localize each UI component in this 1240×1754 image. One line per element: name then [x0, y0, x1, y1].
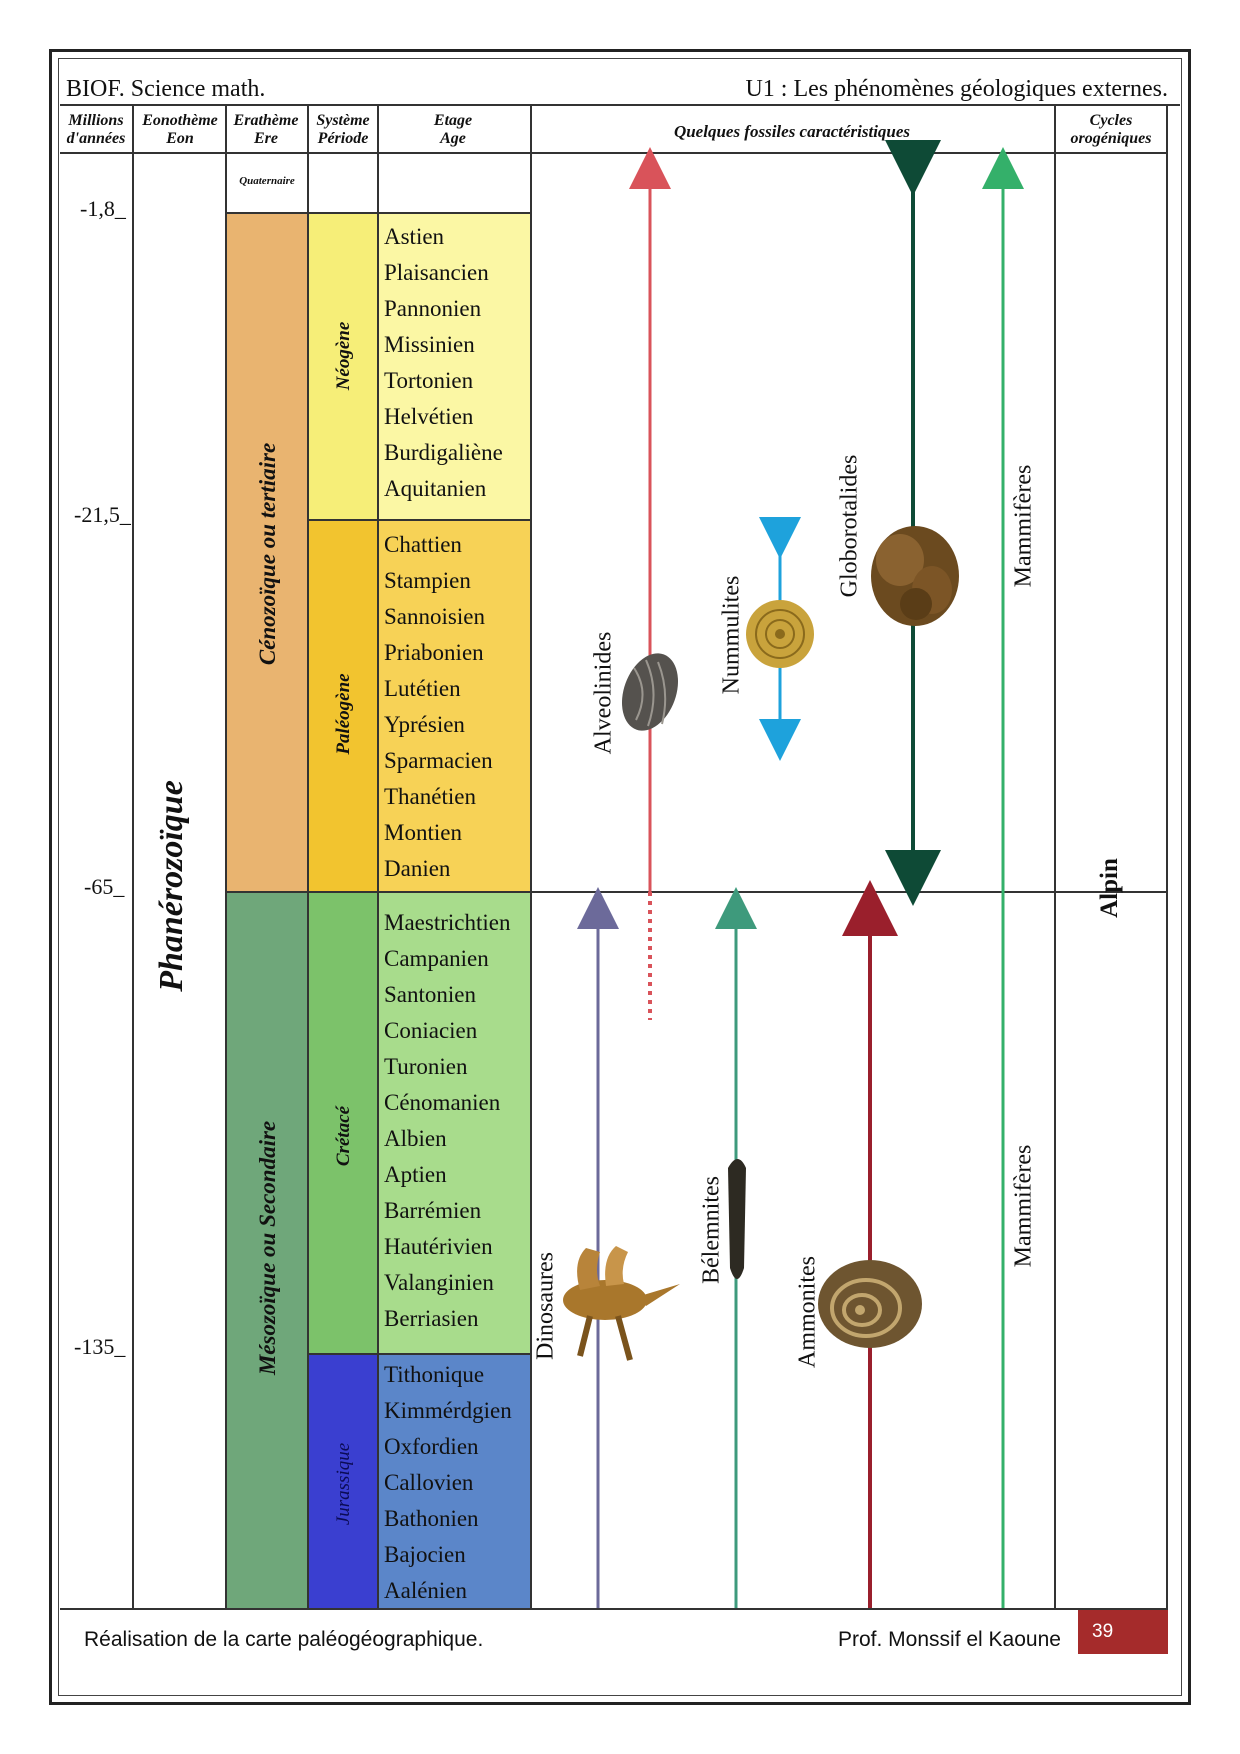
stage-item: Santonien	[384, 982, 476, 1007]
col-head-cycles: Cycles orogéniques	[1070, 112, 1152, 147]
stage-item: Helvétien	[384, 404, 474, 429]
fossil-label-nummulites: Nummulites	[718, 575, 745, 695]
page-number: 39	[1078, 1610, 1168, 1654]
grid-line	[132, 104, 134, 1608]
stage-item: Pannonien	[384, 296, 482, 321]
era-mesozoic-block	[226, 892, 308, 1608]
age-tick: -1,8_	[80, 196, 126, 221]
grid-line	[530, 104, 532, 1608]
stage-item: Missinien	[384, 332, 475, 357]
stage-item: Cénomanien	[384, 1090, 501, 1115]
stage-item: Thanétien	[384, 784, 476, 809]
period-cretaceous-block	[308, 892, 378, 1354]
stage-item: Burdigaliène	[384, 440, 503, 465]
fossil-label-ammonites: Ammonites	[794, 1256, 821, 1368]
footer-author: Prof. Monssif el Kaoune	[838, 1628, 1061, 1651]
col-head-millions: Millions d'années	[66, 112, 126, 147]
stage-item: Lutétien	[384, 676, 461, 701]
nummulite-shell-icon	[746, 600, 814, 668]
period-neogene-block	[308, 214, 378, 520]
header-unit: U1 : Les phénomènes géologiques externes…	[745, 76, 1168, 102]
globorotalid-shell-icon	[871, 526, 959, 626]
stage-item: Tortonien	[384, 368, 474, 393]
header-course: BIOF. Science math.	[66, 76, 266, 102]
stage-item: Chattien	[384, 532, 462, 557]
period-paleogene-block	[308, 520, 378, 892]
ammonite-fossil-icon	[818, 1260, 922, 1348]
stage-item: Hautérivien	[384, 1234, 493, 1259]
stage-item: Berriasien	[384, 1306, 479, 1331]
stage-item: Stampien	[384, 568, 471, 593]
stage-item: Coniacien	[384, 1018, 478, 1043]
stage-item: Oxfordien	[384, 1434, 479, 1459]
stages-paleogene-block	[378, 520, 530, 892]
stage-item: Aptien	[384, 1162, 447, 1187]
footer-title: Réalisation de la carte paléogéographiqu…	[84, 1628, 484, 1651]
grid-line	[308, 519, 530, 521]
fossil-label-belemnites: Bélemnites	[698, 1176, 725, 1284]
era-quaternary-label: Quaternaire	[239, 175, 295, 187]
stage-item: Sparmacien	[384, 748, 493, 773]
stage-item: Albien	[384, 1126, 447, 1151]
grid-line	[308, 1353, 530, 1355]
stage-item: Bajocien	[384, 1542, 466, 1567]
stages-jurassic-block	[378, 1354, 530, 1608]
era-cenozoic-block	[226, 214, 308, 892]
stages-neogene-block	[378, 214, 530, 520]
grid-line	[60, 152, 1168, 154]
stage-item: Astien	[384, 224, 445, 249]
col-head-stage: Etage Age	[433, 112, 473, 147]
fossil-label-mammiferes-top: Mammifères	[1010, 464, 1037, 588]
header-rule	[60, 104, 1180, 106]
stage-item: Plaisancien	[384, 260, 489, 285]
fossil-label-globorotalides: Globorotalides	[836, 454, 863, 598]
grid-line	[226, 891, 1168, 893]
stage-item: Montien	[384, 820, 462, 845]
grid-line	[307, 104, 309, 1608]
stage-item: Yprésien	[384, 712, 465, 737]
dinosaur-illustration-icon	[563, 1246, 680, 1361]
stage-item: Barrémien	[384, 1198, 482, 1223]
cycle-alpin-label: Alpin	[1096, 858, 1123, 918]
col-head-fossils: Quelques fossiles caractéristiques	[673, 122, 911, 141]
grid-line	[225, 104, 227, 1608]
age-tick: -135_	[74, 1334, 126, 1359]
grid-line	[226, 212, 530, 214]
stages-cretaceous-block	[378, 892, 530, 1354]
col-head-era: Erathème Ere	[233, 112, 299, 147]
age-tick: -65_	[84, 874, 125, 899]
stage-item: Aquitanien	[384, 476, 487, 501]
stage-item: Danien	[384, 856, 451, 881]
grid-line	[377, 104, 379, 1608]
grid-line	[60, 1608, 1168, 1610]
stage-item: Kimmérdgien	[384, 1398, 512, 1423]
alveolinid-shell-icon	[621, 653, 679, 731]
stage-item: Callovien	[384, 1470, 474, 1495]
grid-line	[1166, 104, 1168, 1608]
period-jurassic-block	[308, 1354, 378, 1608]
page-frame-inner	[58, 58, 1182, 1696]
stage-item: Valanginien	[384, 1270, 494, 1295]
col-head-period: Système Période	[316, 112, 370, 147]
stage-item: Priabonien	[384, 640, 484, 665]
belemnite-fossil-icon	[728, 1159, 746, 1279]
stage-item: Tithonique	[384, 1362, 485, 1387]
fossil-label-alveolinides: Alveolinides	[590, 631, 617, 755]
stage-item: Campanien	[384, 946, 489, 971]
grid-line	[1054, 104, 1056, 1608]
fossil-label-dinosaures: Dinosaures	[532, 1252, 559, 1360]
page-frame-outer	[49, 49, 1191, 1705]
col-head-eon: Eonothème Eon	[142, 112, 218, 147]
stage-item: Aalénien	[384, 1578, 468, 1603]
stage-item: Bathonien	[384, 1506, 479, 1531]
stage-item: Turonien	[384, 1054, 468, 1079]
fossil-label-mammiferes-bottom: Mammifères	[1010, 1144, 1037, 1268]
stage-item: Sannoisien	[384, 604, 485, 629]
stage-item: Maestrichtien	[384, 910, 511, 935]
age-tick: -21,5_	[74, 502, 131, 527]
